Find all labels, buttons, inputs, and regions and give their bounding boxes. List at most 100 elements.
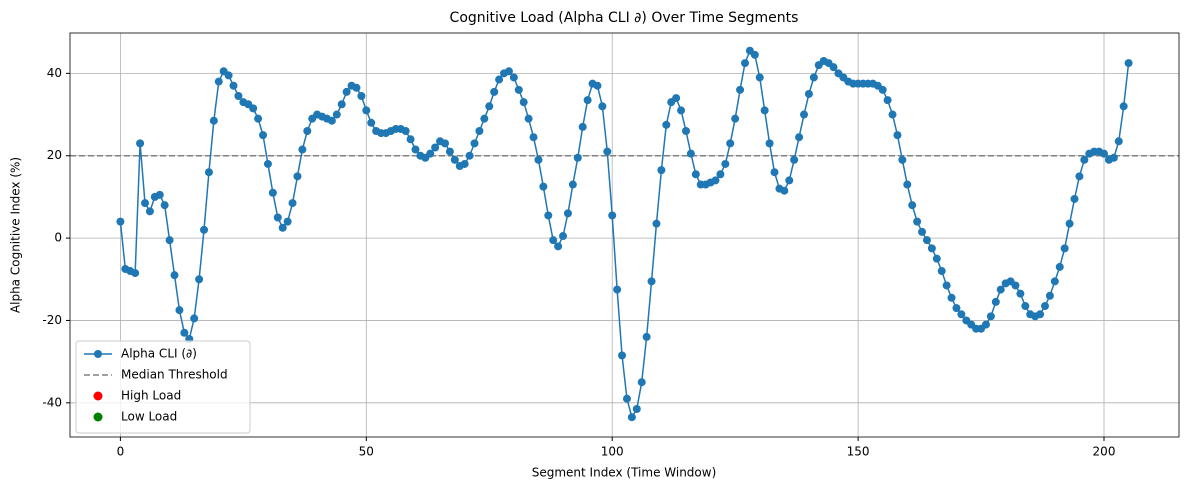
data-point bbox=[563, 209, 572, 218]
data-point bbox=[204, 168, 213, 177]
data-point bbox=[495, 75, 504, 84]
data-point bbox=[450, 155, 459, 164]
data-point bbox=[731, 114, 740, 123]
data-point bbox=[116, 217, 125, 226]
data-point bbox=[903, 180, 912, 189]
data-point bbox=[357, 92, 366, 101]
data-point bbox=[224, 71, 233, 80]
data-point bbox=[401, 127, 410, 136]
data-point bbox=[190, 314, 199, 323]
y-tick-label: -20 bbox=[42, 313, 62, 327]
data-point bbox=[263, 159, 272, 168]
data-point bbox=[632, 404, 641, 413]
data-point bbox=[711, 176, 720, 185]
data-point bbox=[406, 135, 415, 144]
data-point bbox=[647, 277, 656, 286]
data-point bbox=[170, 271, 179, 280]
data-point bbox=[942, 281, 951, 290]
data-point bbox=[1119, 102, 1128, 111]
data-point bbox=[1050, 277, 1059, 286]
data-point bbox=[332, 110, 341, 119]
data-point bbox=[362, 106, 371, 115]
data-point bbox=[573, 153, 582, 162]
data-point bbox=[539, 182, 548, 191]
data-point bbox=[918, 227, 927, 236]
data-point bbox=[583, 96, 592, 105]
data-point bbox=[686, 149, 695, 158]
data-point bbox=[1065, 219, 1074, 228]
data-point bbox=[1100, 149, 1109, 158]
data-point bbox=[740, 59, 749, 68]
legend-label: Low Load bbox=[121, 410, 177, 424]
data-point bbox=[736, 85, 745, 94]
data-point bbox=[991, 297, 1000, 306]
data-point bbox=[829, 63, 838, 72]
data-point bbox=[283, 217, 292, 226]
data-point bbox=[1124, 59, 1133, 68]
data-point bbox=[613, 285, 622, 294]
data-point bbox=[352, 83, 361, 92]
data-point bbox=[1109, 153, 1118, 162]
data-point bbox=[273, 213, 282, 222]
data-point bbox=[627, 413, 636, 422]
data-point bbox=[578, 122, 587, 131]
x-tick-label: 100 bbox=[601, 445, 624, 459]
plot-frame bbox=[69, 32, 1180, 438]
data-point bbox=[593, 81, 602, 90]
data-point bbox=[209, 116, 218, 125]
data-point bbox=[1060, 244, 1069, 253]
data-point bbox=[214, 77, 223, 86]
data-point bbox=[681, 127, 690, 136]
data-point bbox=[1075, 172, 1084, 181]
data-point bbox=[981, 320, 990, 329]
data-point bbox=[804, 89, 813, 98]
data-point bbox=[440, 139, 449, 148]
y-tick-label: 20 bbox=[47, 148, 62, 162]
data-point bbox=[426, 149, 435, 158]
data-point bbox=[996, 285, 1005, 294]
data-point bbox=[160, 201, 169, 210]
data-point bbox=[750, 50, 759, 59]
y-axis-label: Alpha Cognitive Index (%) bbox=[9, 157, 23, 313]
x-tick-label: 150 bbox=[847, 445, 870, 459]
legend-swatch bbox=[94, 350, 102, 358]
data-point bbox=[268, 188, 277, 197]
data-point bbox=[790, 155, 799, 164]
data-point bbox=[657, 166, 666, 175]
data-point bbox=[293, 172, 302, 181]
data-point bbox=[411, 145, 420, 154]
data-point bbox=[932, 254, 941, 263]
data-point bbox=[195, 275, 204, 284]
data-point bbox=[298, 145, 307, 154]
legend: Alpha CLI (∂) Median Threshold High Load Lo… bbox=[75, 340, 251, 434]
data-point bbox=[947, 293, 956, 302]
data-point bbox=[249, 104, 258, 113]
data-point bbox=[785, 176, 794, 185]
data-point bbox=[726, 139, 735, 148]
chart-title: Cognitive Load (Alpha CLI ∂) Over Time S… bbox=[450, 10, 799, 26]
data-point bbox=[549, 236, 558, 245]
data-point bbox=[475, 127, 484, 136]
data-point bbox=[278, 223, 287, 232]
data-point bbox=[755, 73, 764, 82]
data-point bbox=[780, 186, 789, 195]
data-point bbox=[136, 139, 145, 148]
data-point bbox=[952, 304, 961, 313]
data-point bbox=[1045, 291, 1054, 300]
data-point bbox=[165, 236, 174, 245]
data-point bbox=[893, 131, 902, 140]
data-point bbox=[175, 306, 184, 315]
data-point bbox=[514, 85, 523, 94]
data-point bbox=[913, 217, 922, 226]
data-point bbox=[140, 199, 149, 208]
data-point bbox=[367, 118, 376, 127]
data-point bbox=[1011, 281, 1020, 290]
data-point bbox=[800, 110, 809, 119]
y-tick-label: -40 bbox=[42, 395, 62, 409]
data-point bbox=[986, 312, 995, 321]
data-point bbox=[1021, 302, 1030, 311]
data-point bbox=[559, 232, 568, 241]
data-point bbox=[795, 133, 804, 142]
data-point bbox=[672, 94, 681, 103]
